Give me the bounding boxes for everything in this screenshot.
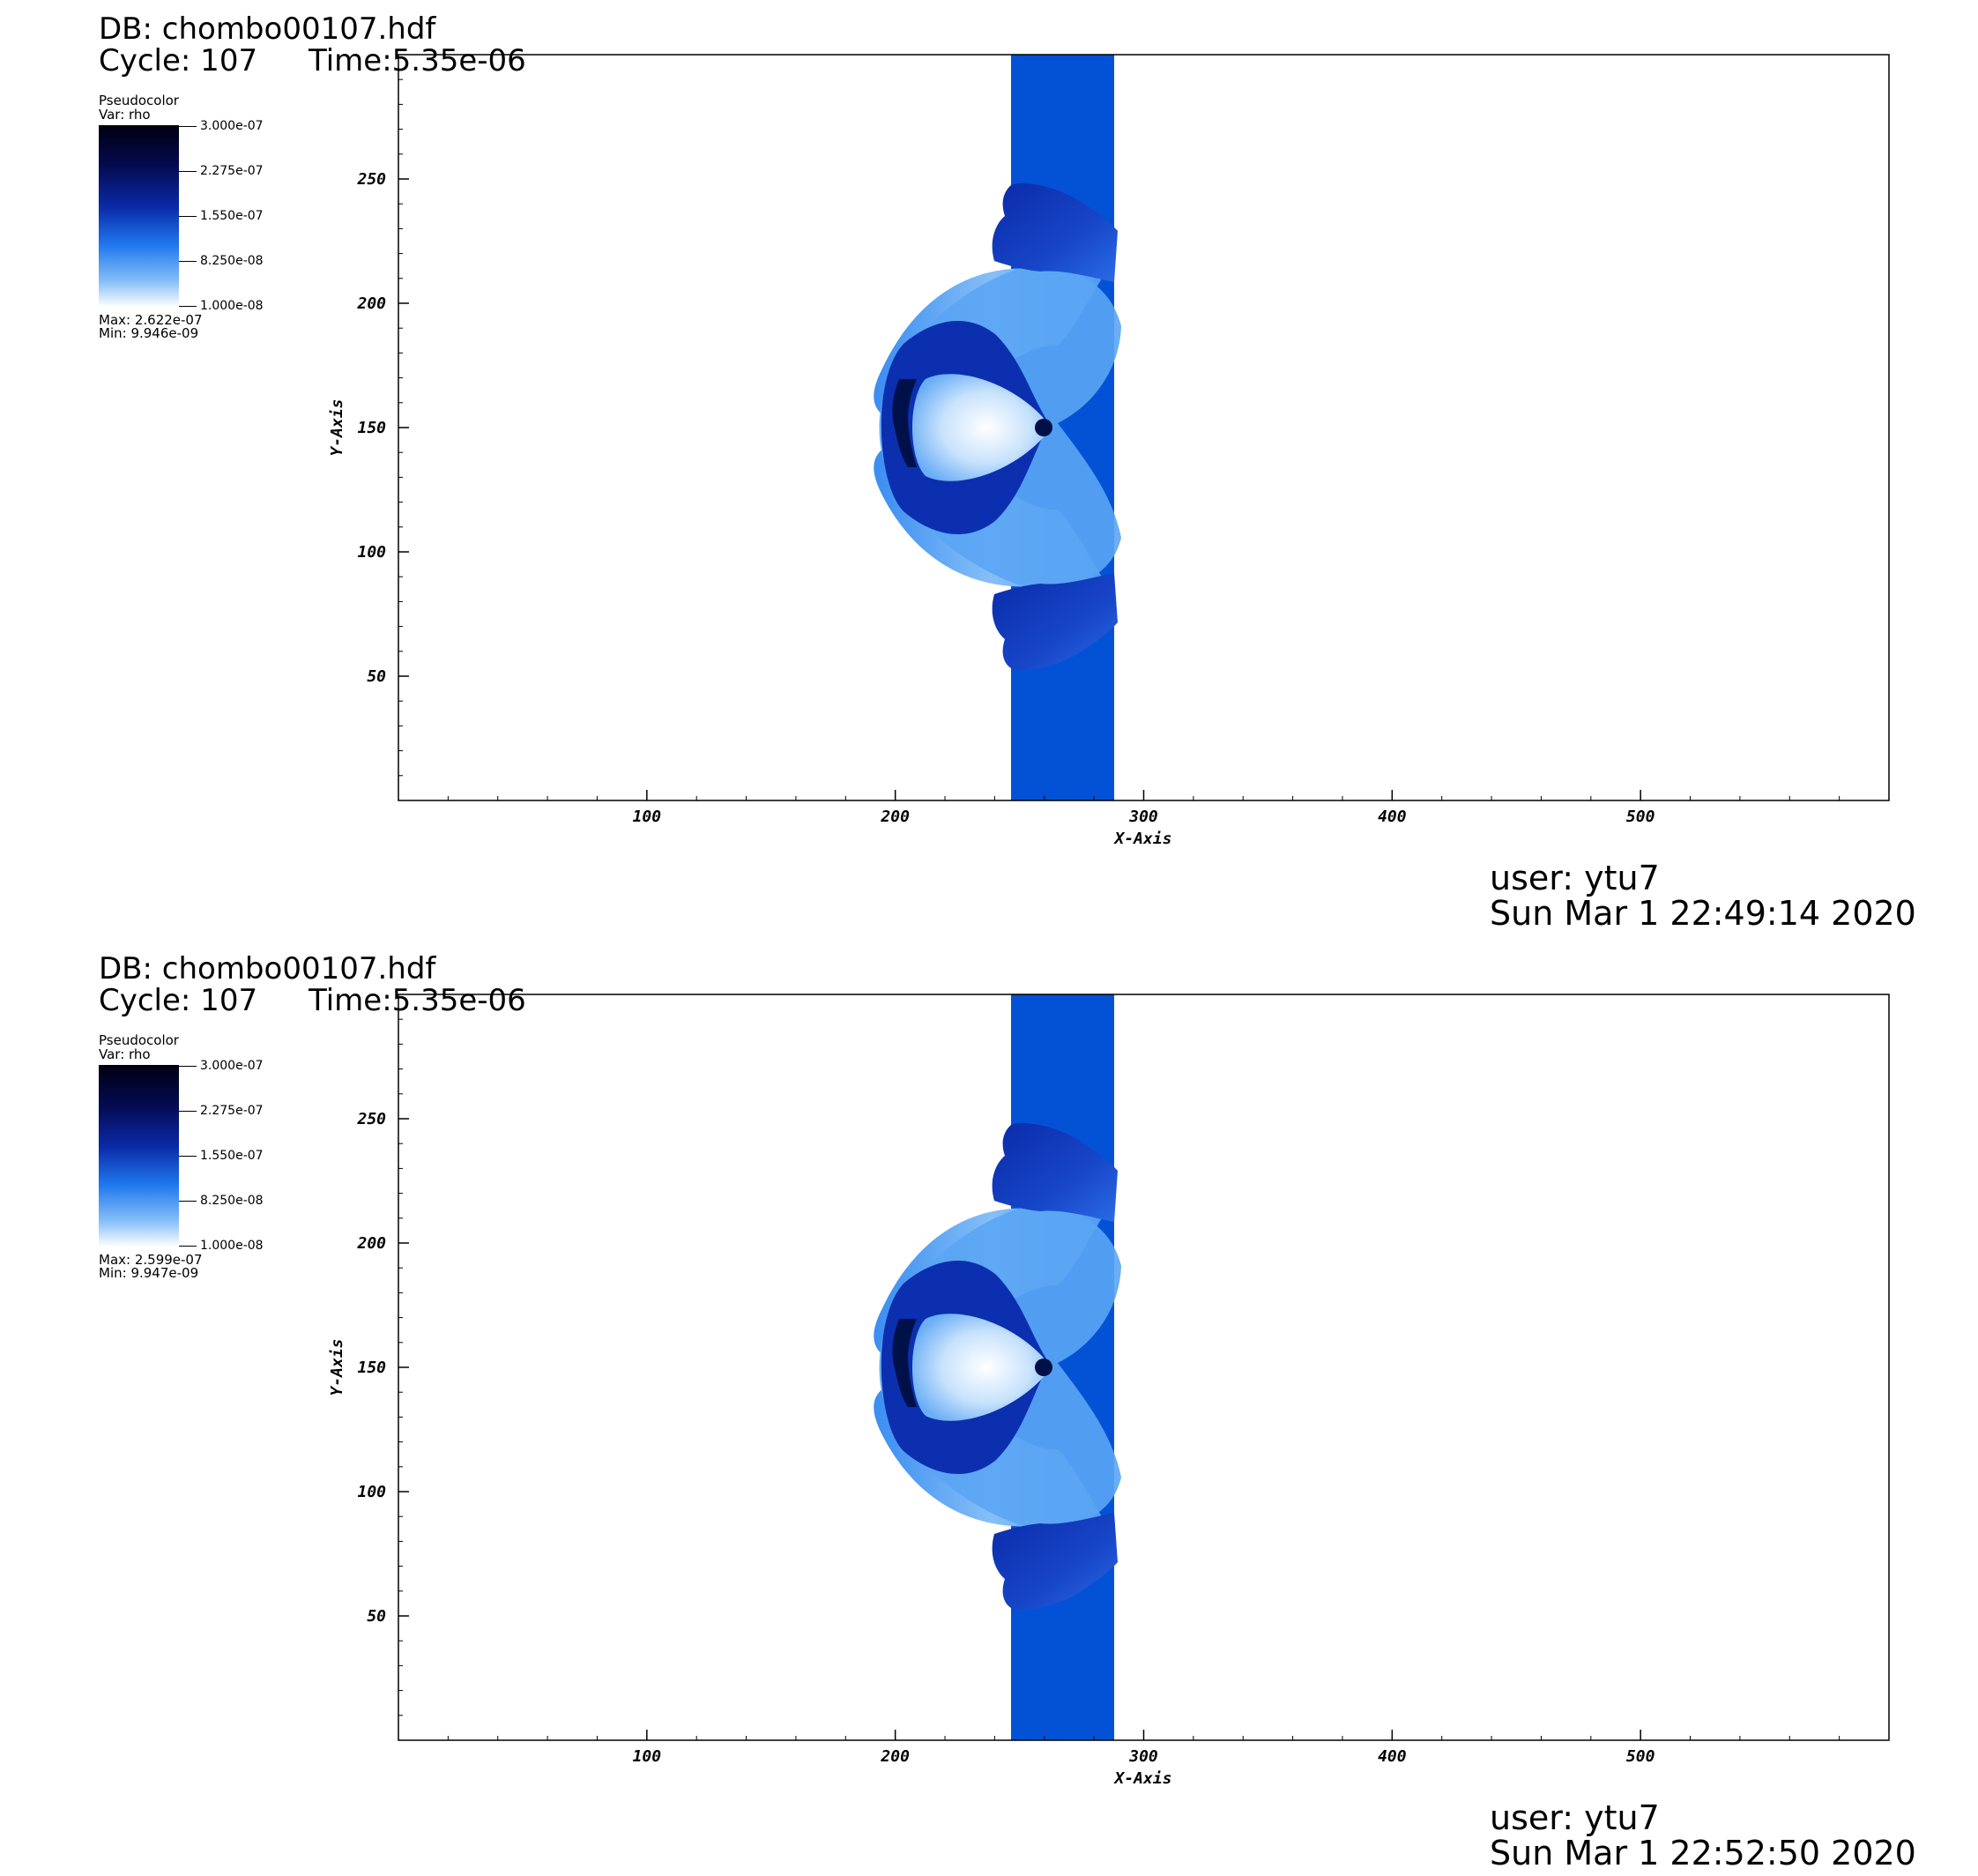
legend-variable: Var: rho [99, 107, 151, 123]
time-label: Time:5.35e-06 [309, 983, 526, 1018]
colorbar-tick [179, 1111, 197, 1112]
colorbar [99, 1065, 179, 1247]
y-tick-label: 100 [357, 1483, 386, 1501]
x-tick-label: 400 [1378, 808, 1407, 826]
database-title: DB: chombo00107.hdf [99, 11, 436, 47]
colorbar-tick [179, 1156, 197, 1157]
date-label: Sun Mar 1 22:52:50 2020 [1490, 1834, 1916, 1872]
plot-panel-1: DB: chombo00107.hdf Cycle: 107 Time:5.35… [0, 0, 1978, 936]
colorbar-tick-label: 1.000e-08 [200, 1239, 264, 1253]
colorbar-tick-label: 3.000e-07 [200, 119, 264, 133]
colorbar-tick-label: 1.000e-08 [200, 299, 264, 313]
y-axis-ticks: 50 100 150 200 250 [356, 170, 409, 686]
y-axis-ticks: 50 100 150 200 250 [356, 1110, 409, 1626]
plot-frame [398, 54, 1890, 801]
y-tick-label: 250 [356, 1110, 386, 1128]
density-field [874, 55, 1121, 800]
time-label: Time:5.35e-06 [309, 43, 526, 78]
x-axis-label: X-Axis [1112, 830, 1171, 848]
date-label: Sun Mar 1 22:49:14 2020 [1490, 894, 1916, 933]
y-tick-label: 200 [356, 1234, 386, 1253]
x-axis-ticks: 100 200 300 400 500 [633, 1730, 1655, 1766]
y-tick-label: 50 [367, 1607, 386, 1626]
colorbar-tick [179, 306, 197, 307]
colorbar-tick-label: 2.275e-07 [200, 164, 264, 178]
cycle-label: Cycle: 107 [99, 43, 258, 78]
x-tick-label: 500 [1626, 1747, 1655, 1766]
colorbar-tick [179, 1066, 197, 1067]
colorbar [99, 125, 179, 307]
legend-max: Max: 2.622e-07 [99, 312, 203, 328]
colorbar-tick [179, 171, 197, 172]
colorbar-tick [179, 261, 197, 262]
plot-frame [398, 994, 1890, 1741]
colorbar-tick-label: 8.250e-08 [200, 1194, 264, 1208]
x-tick-label: 200 [880, 808, 910, 826]
y-tick-label: 200 [356, 294, 386, 313]
y-axis-label: Y-Axis [328, 1338, 346, 1396]
colorbar-tick-label: 8.250e-08 [200, 254, 264, 268]
legend-title: Pseudocolor [99, 93, 179, 108]
legend-min: Min: 9.947e-09 [99, 1265, 199, 1281]
y-tick-label: 250 [356, 170, 386, 189]
x-tick-label: 400 [1378, 1747, 1407, 1766]
database-title: DB: chombo00107.hdf [99, 951, 436, 986]
y-minor-ticks [398, 1018, 403, 1716]
x-tick-label: 500 [1626, 808, 1655, 826]
x-tick-label: 300 [1128, 808, 1158, 826]
x-tick-label: 100 [633, 808, 662, 826]
cycle-label: Cycle: 107 [99, 983, 258, 1018]
x-tick-label: 200 [880, 1747, 910, 1766]
colorbar-tick [179, 1246, 197, 1247]
x-tick-label: 100 [633, 1747, 662, 1766]
colorbar-tick [179, 1201, 197, 1202]
y-tick-label: 150 [357, 419, 386, 437]
plot-area: 100 200 300 400 500 50 100 150 200 250 X-Axis Y-… [328, 54, 1890, 848]
x-tick-label: 300 [1128, 1747, 1158, 1766]
y-tick-label: 150 [357, 1359, 386, 1377]
colorbar-tick-label: 3.000e-07 [200, 1059, 264, 1073]
density-field [874, 994, 1121, 1740]
x-axis-ticks: 100 200 300 400 500 [633, 790, 1655, 826]
legend-min: Min: 9.946e-09 [99, 325, 199, 341]
y-tick-label: 100 [357, 543, 386, 562]
user-label: user: ytu7 [1490, 1798, 1660, 1837]
x-axis-label: X-Axis [1112, 1769, 1171, 1788]
plot-panel-2: DB: chombo00107.hdf Cycle: 107 Time:5.35… [0, 940, 1978, 1876]
y-axis-label: Y-Axis [328, 398, 346, 456]
legend-title: Pseudocolor [99, 1032, 179, 1048]
colorbar-tick [179, 126, 197, 127]
legend-variable: Var: rho [99, 1046, 151, 1062]
legend-max: Max: 2.599e-07 [99, 1252, 203, 1268]
colorbar-tick [179, 216, 197, 217]
colorbar-tick-label: 1.550e-07 [200, 1149, 264, 1163]
plot-area: 100 200 300 400 500 50 100 150 200 250 X-Axis Y-… [328, 994, 1890, 1788]
colorbar-tick-label: 1.550e-07 [200, 209, 264, 223]
y-tick-label: 50 [367, 667, 386, 686]
colorbar-tick-label: 2.275e-07 [200, 1104, 264, 1118]
user-label: user: ytu7 [1490, 859, 1660, 897]
